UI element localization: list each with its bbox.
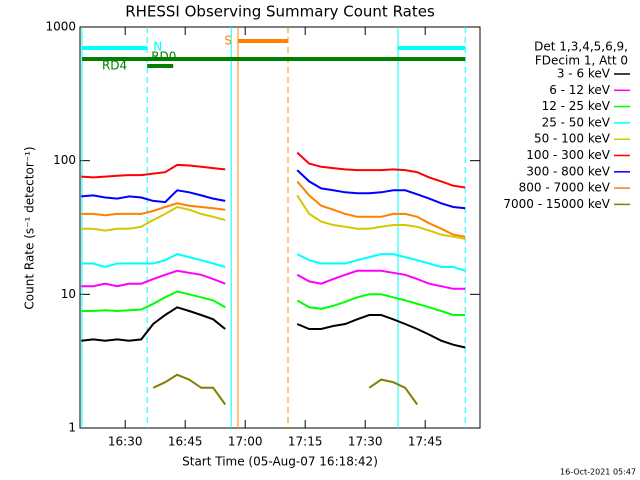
legend-label: 3 - 6 keV — [557, 67, 611, 81]
legend-label: 7000 - 15000 keV — [503, 197, 610, 211]
series-line — [81, 306, 466, 349]
bar-label: RD4 — [102, 59, 127, 73]
y-tick-label: 10 — [61, 287, 76, 301]
bar-label: S — [224, 34, 232, 48]
legend-label: 6 - 12 keV — [549, 83, 611, 97]
series-line — [81, 180, 466, 238]
series-line — [81, 253, 466, 272]
y-tick-label: 1 — [68, 421, 76, 435]
x-tick-label: 17:00 — [228, 435, 263, 449]
legend-label: 12 - 25 keV — [542, 99, 611, 113]
series-line — [81, 290, 466, 316]
series-line — [81, 169, 466, 210]
x-tick-label: 16:30 — [108, 435, 143, 449]
y-tick-label: 100 — [53, 153, 76, 167]
legend-label: 300 - 800 keV — [526, 164, 610, 178]
legend-label: 100 - 300 keV — [526, 148, 610, 162]
plot-frame — [79, 26, 481, 429]
x-tick-label: 16:45 — [168, 435, 203, 449]
legend-label: 800 - 7000 keV — [519, 181, 611, 195]
series-line — [152, 373, 419, 406]
series-line — [81, 194, 466, 240]
legend-header: Det 1,3,4,5,6,9, — [534, 40, 628, 54]
legend-label: 25 - 50 keV — [542, 115, 611, 129]
series-line — [81, 269, 466, 290]
chart-title: RHESSI Observing Summary Count Rates — [125, 3, 435, 21]
x-tick-label: 17:30 — [348, 435, 383, 449]
flag-label: N — [153, 40, 162, 54]
x-tick-label: 17:45 — [408, 435, 443, 449]
footer: 16-Oct-2021 05:47 — [560, 468, 636, 477]
flag-label: RD0 — [151, 50, 176, 64]
y-axis-label: Count Rate (s⁻¹ detector⁻¹) — [23, 146, 37, 309]
legend-label: 50 - 100 keV — [534, 132, 611, 146]
x-axis-label: Start Time (05-Aug-07 16:18:42) — [182, 455, 378, 469]
x-tick-label: 17:15 — [288, 435, 323, 449]
series-line — [81, 151, 466, 189]
legend-header: FDecim 1, Att 0 — [535, 54, 628, 68]
y-tick-label: 1000 — [45, 20, 76, 34]
